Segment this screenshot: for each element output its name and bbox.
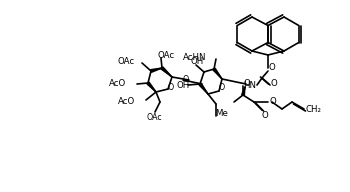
Text: O: O — [244, 79, 250, 88]
Text: O: O — [262, 112, 268, 121]
Text: AcO: AcO — [109, 79, 126, 89]
Text: O: O — [269, 64, 275, 73]
Text: AcHN: AcHN — [182, 52, 206, 61]
Text: OAc: OAc — [158, 51, 175, 60]
Polygon shape — [161, 67, 172, 77]
Polygon shape — [241, 87, 245, 95]
Text: Me: Me — [216, 109, 229, 118]
Text: CH₂: CH₂ — [305, 104, 321, 113]
Text: O: O — [183, 75, 189, 84]
Text: O: O — [168, 83, 174, 92]
Text: O: O — [270, 97, 276, 105]
Text: HN: HN — [244, 80, 257, 89]
Text: OH: OH — [176, 81, 190, 90]
Text: OAc: OAc — [146, 113, 162, 122]
Polygon shape — [213, 68, 222, 79]
Text: OH: OH — [190, 56, 204, 65]
Polygon shape — [199, 83, 208, 94]
Text: OAc: OAc — [118, 57, 135, 66]
Text: O: O — [219, 83, 225, 92]
Polygon shape — [147, 82, 156, 92]
Text: AcO: AcO — [118, 98, 135, 107]
Text: O: O — [271, 79, 277, 89]
Polygon shape — [150, 68, 162, 72]
